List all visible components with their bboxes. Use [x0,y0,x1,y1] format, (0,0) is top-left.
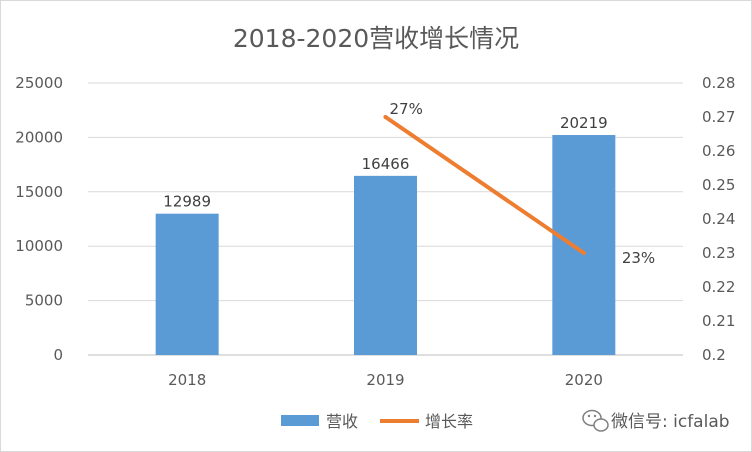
y-right-tick-label: 0.25 [702,176,735,194]
chart-title: 2018-2020营收增长情况 [233,24,519,53]
y-left-tick-label: 5000 [25,292,63,310]
bar-data-label: 16466 [362,155,410,173]
watermark-text: 微信号: icfalab [611,412,730,432]
right-axis: 0.2 0.21 0.22 0.23 0.24 0.25 0.26 0.27 0.28 [702,74,735,364]
y-right-tick-label: 0.23 [702,244,735,262]
y-left-tick-label: 20000 [15,128,63,146]
line-data-label: 27% [390,100,423,118]
y-right-tick-label: 0.2 [702,346,726,364]
watermark: 微信号: icfalab [582,409,730,432]
y-left-tick-label: 0 [53,346,63,364]
legend: 营收 增长率 [281,412,473,431]
line-point [581,251,586,255]
x-tick-label: 2020 [565,371,603,389]
wechat-icon [582,409,609,432]
line-series: 27% 23% [383,100,655,267]
x-axis: 2018 2019 2020 [168,371,603,389]
x-tick-label: 2019 [366,371,404,389]
y-right-tick-label: 0.21 [702,312,735,330]
y-right-tick-label: 0.27 [702,108,735,126]
x-tick-label: 2018 [168,371,206,389]
bar [552,135,616,355]
left-axis: 0 5000 10000 15000 20000 25000 [15,74,63,364]
line-data-label: 23% [622,249,655,267]
legend-swatch-bar [281,415,319,426]
bar [155,213,219,355]
y-right-tick-label: 0.26 [702,142,735,160]
y-left-tick-label: 25000 [15,74,63,92]
bar-data-label: 20219 [560,114,608,132]
bar [354,175,417,355]
growth-line [383,115,586,255]
bar-data-label: 12989 [163,193,211,211]
legend-label-growth: 增长率 [425,412,473,431]
bar-series: 12989 16466 20219 [155,114,616,355]
y-right-tick-label: 0.28 [702,74,735,92]
y-right-tick-label: 0.22 [702,278,735,296]
y-right-tick-label: 0.24 [702,210,735,228]
legend-label-revenue: 营收 [326,412,358,431]
y-left-tick-label: 10000 [15,237,63,255]
line-point [383,115,388,119]
y-left-tick-label: 15000 [15,183,63,201]
